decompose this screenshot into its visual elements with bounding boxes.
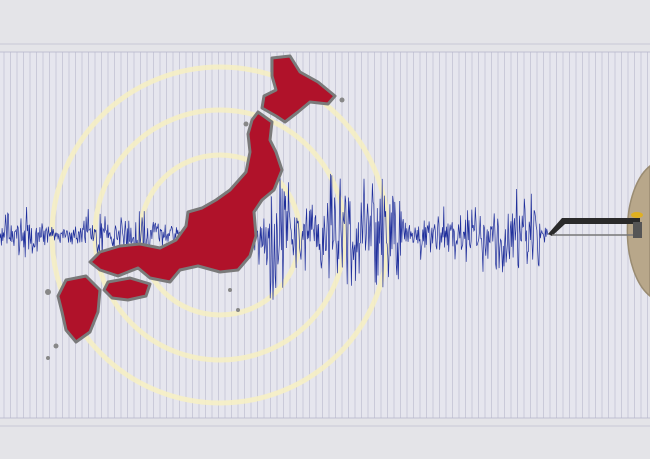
islet (339, 97, 345, 103)
islet (236, 308, 240, 312)
shikoku (102, 276, 152, 302)
islet (53, 343, 59, 349)
ripple-ring (49, 64, 391, 406)
islet (243, 121, 249, 127)
hokkaido (260, 54, 337, 124)
stylus-bar (548, 218, 640, 236)
stylus-arm (548, 212, 643, 238)
islet (228, 288, 232, 292)
honshu (88, 110, 284, 284)
islet (45, 289, 51, 295)
ripple-ring (92, 107, 348, 363)
ripple-rings (49, 64, 391, 406)
islet (46, 356, 50, 360)
seismic-waveform (0, 170, 549, 300)
japan-map (56, 54, 337, 344)
kyushu (56, 274, 102, 344)
japan-islets (45, 97, 345, 360)
waveform-trace (0, 170, 549, 300)
stylus-pivot-icon (631, 212, 643, 218)
stylus-mount (633, 222, 642, 238)
